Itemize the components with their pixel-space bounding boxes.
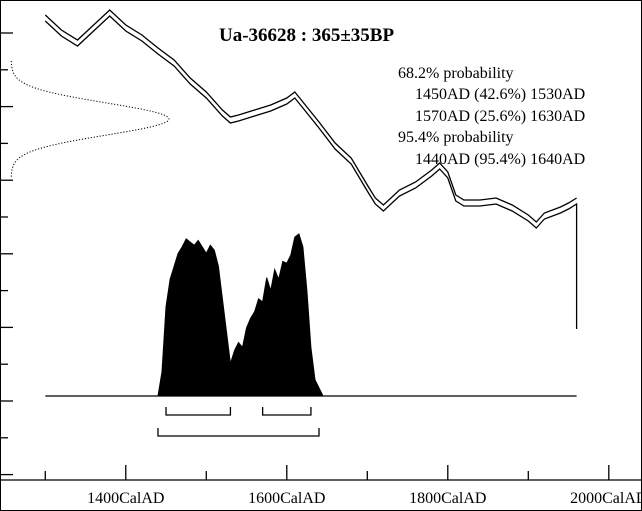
probability-distribution (157, 233, 324, 397)
annotation-68-label: 68.2% probability (398, 65, 514, 82)
x-tick-label: 1600CalAD (248, 490, 325, 507)
x-tick-label: 2000CalAD (570, 490, 641, 507)
y-axis-ticks (1, 32, 13, 476)
annotation-95-range-1: 1440AD (95.4%) 1640AD (415, 151, 585, 168)
annotation-95-label: 95.4% probability (398, 129, 514, 146)
range-68-bracket-2 (261, 407, 312, 416)
chart-title: Ua-36628 : 365±35BP (219, 25, 394, 46)
range-68-bracket-1 (165, 407, 232, 416)
range-95-bracket-1 (157, 428, 320, 437)
calibration-curve-lower (44, 15, 578, 329)
x-tick-label: 1400CalAD (87, 490, 164, 507)
range-brackets (157, 407, 320, 437)
annotation-68-range-2: 1570AD (25.6%) 1630AD (415, 108, 585, 125)
x-tick-label: 1800CalAD (409, 490, 486, 507)
x-axis-ticks: 1400CalAD 1600CalAD 1800CalAD 2000CalAD (44, 465, 641, 507)
annotation-68-range-1: 1450AD (42.6%) 1530AD (415, 86, 585, 103)
radiocarbon-date-curve (10, 60, 170, 178)
calibration-curve-upper (44, 9, 577, 223)
